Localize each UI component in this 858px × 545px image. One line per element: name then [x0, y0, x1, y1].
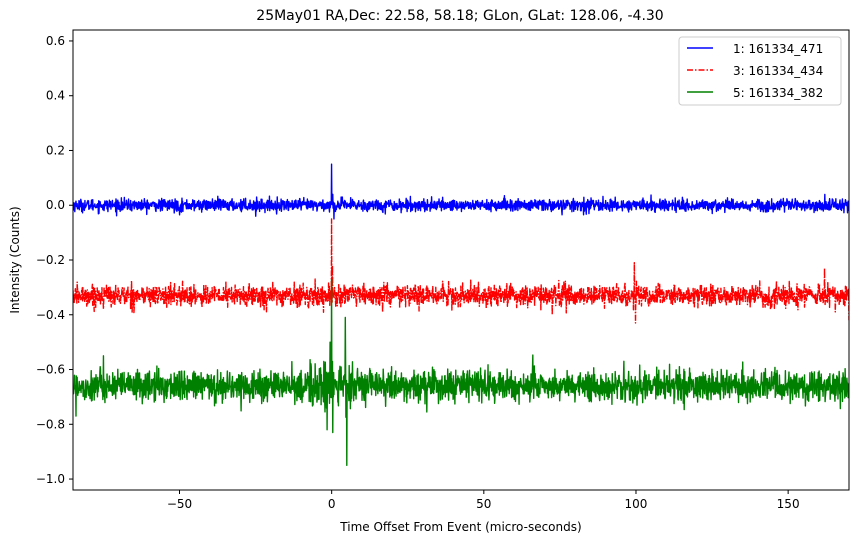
- y-tick-label: 0.6: [46, 34, 65, 48]
- x-tick-label: 50: [476, 497, 491, 511]
- y-axis: −1.0 −0.8 −0.6 −0.4 −0.2 0.0 0.2 0.4 0.6: [36, 34, 73, 486]
- x-tick-label: 150: [777, 497, 800, 511]
- y-tick-label: −1.0: [36, 472, 65, 486]
- x-tick-label: −50: [167, 497, 192, 511]
- series-line-1: [73, 163, 849, 220]
- y-tick-label: 0.2: [46, 143, 65, 157]
- y-tick-label: −0.4: [36, 308, 65, 322]
- y-tick-label: 0.0: [46, 198, 65, 212]
- chart-title: 25May01 RA,Dec: 22.58, 58.18; GLon, GLat…: [256, 8, 663, 24]
- x-axis-label: Time Offset From Event (micro-seconds): [339, 520, 581, 534]
- y-tick-label: −0.2: [36, 253, 65, 267]
- legend-label-series-3: 3: 161334_434: [733, 64, 823, 78]
- series-layer: [73, 163, 849, 467]
- series-line-3: [73, 218, 849, 324]
- legend-label-series-5: 5: 161334_382: [733, 86, 823, 100]
- y-axis-label: Intensity (Counts): [8, 206, 22, 313]
- y-tick-label: 0.4: [46, 89, 65, 103]
- legend-box: [678, 36, 842, 106]
- y-tick-label: −0.6: [36, 363, 65, 377]
- legend: 1: 161334_471 3: 161334_434 5: 161334_38…: [678, 36, 842, 106]
- x-tick-label: 0: [328, 497, 336, 511]
- y-tick-label: −0.8: [36, 417, 65, 431]
- legend-label-series-1: 1: 161334_471: [733, 42, 823, 56]
- series-line-5: [73, 278, 849, 467]
- x-axis: −50 0 50 100 150: [167, 490, 800, 511]
- x-tick-label: 100: [625, 497, 648, 511]
